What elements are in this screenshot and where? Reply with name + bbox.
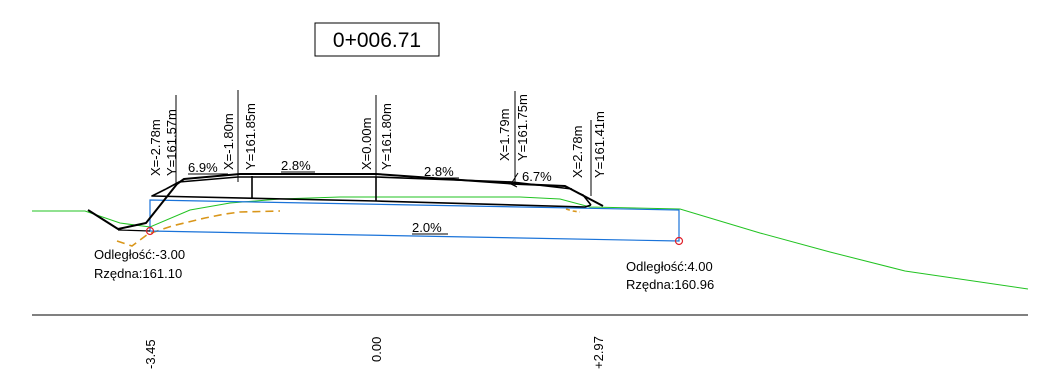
coord-y-label: Y=161.80m: [379, 103, 394, 170]
coord-x-label: X=-2.78m: [148, 119, 163, 176]
axis-offset-label: +2.97: [591, 336, 606, 369]
coord-y-label: Y=161.75m: [515, 94, 530, 161]
slope-label: 6.7%: [522, 169, 552, 184]
slope-labels: 6.9% 2.8% 2.8% 6.7% 2.0%: [188, 158, 552, 235]
coord-x-label: X=-1.80m: [221, 113, 236, 170]
left-point-elevation: Rzędna:161.10: [94, 266, 182, 281]
terrain-line: [32, 196, 1029, 290]
coord-x-label: X=1.79m: [497, 109, 512, 161]
station-box: [314, 22, 440, 57]
axis-offset-label: 0.00: [369, 337, 384, 362]
slope-underlines: [188, 171, 459, 235]
coord-x-label: X=0.00m: [359, 118, 374, 170]
station-label: 0+006.71: [333, 29, 421, 52]
slope-label: 6.9%: [188, 160, 218, 175]
right-point-marker: [674, 236, 684, 246]
left-point-marker: [145, 226, 155, 236]
slope-label: 2.8%: [281, 158, 311, 173]
coord-y-label: Y=161.85m: [243, 103, 258, 170]
coord-x-label: X=2.78m: [570, 126, 585, 178]
coordinate-labels: X=-2.78m Y=161.57m X=-1.80m Y=161.85m X=…: [148, 94, 607, 178]
right-point-distance: Odległość:4.00: [626, 259, 713, 274]
coord-y-label: Y=161.41m: [592, 111, 607, 178]
left-point-distance: Odległość:-3.00: [94, 247, 185, 262]
right-point-elevation: Rzędna:160.96: [626, 277, 714, 292]
design-box: [149, 199, 680, 242]
slope-label: 2.8%: [424, 164, 454, 179]
subgrade-right-dashed: [565, 208, 581, 213]
slope-label: 2.0%: [412, 220, 442, 235]
coord-y-label: Y=161.57m: [164, 109, 179, 176]
subgrade-left-dashed: [116, 210, 281, 247]
leader-lines: [175, 90, 592, 196]
axis-offset-label: -3.45: [143, 339, 158, 369]
